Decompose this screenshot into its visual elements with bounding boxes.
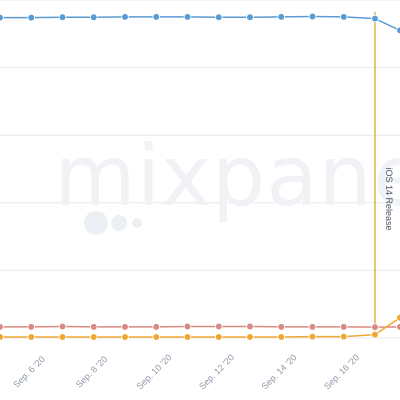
series-1-point-13 [396,323,400,331]
series-1-point-8 [246,322,254,331]
series-0 [0,12,400,35]
series-2-point-8 [246,333,254,341]
mixpanel-watermark: mixpanel [54,127,400,235]
series-0-point-11 [339,13,348,21]
series-0-point-4 [121,13,129,21]
watermark-dot-small [132,218,142,228]
series-2-point-0 [0,333,4,341]
series-0-point-10 [308,12,317,21]
series-0-point-9 [277,13,286,21]
series-2-point-11 [339,332,348,341]
series-0-point-13 [396,26,400,35]
series-1-point-0 [0,323,4,331]
series-0-point-7 [214,13,223,22]
series-2-point-10 [308,332,317,341]
series-2-point-5 [152,333,161,341]
series-2-point-1 [27,333,36,341]
series-0-point-8 [246,13,254,22]
series-1-point-4 [121,323,129,331]
series-1-point-7 [214,322,223,331]
grid-lines [0,0,400,339]
series-1-point-6 [183,322,192,331]
watermark-dot-medium [111,215,127,231]
series-line-1 [0,325,400,328]
series-2 [0,313,400,341]
series-1-point-2 [58,322,67,331]
series-0-point-6 [183,13,192,21]
series-2-point-3 [89,333,98,341]
series-2-point-6 [183,333,192,341]
series-1-point-10 [308,323,317,331]
x-tick-label-2: Sep. 10 '20 [135,352,174,391]
series-1-point-12 [371,323,379,331]
x-tick-label-5: Sep. 16 '20 [322,352,361,391]
series-line-2 [0,317,400,338]
series-0-point-3 [89,13,98,22]
x-tick-label-4: Sep. 14 '20 [260,352,299,391]
series-1-point-5 [152,323,161,331]
series-1-point-1 [27,323,36,331]
series-2-point-7 [214,333,223,341]
series-0-point-0 [0,13,4,22]
release-annotation-label: iOS 14 Release [384,167,394,230]
series-1-point-3 [89,323,98,331]
series-line-0 [0,15,400,32]
watermark-dot-large [84,211,108,235]
series-0-point-5 [152,13,161,21]
series-0-point-12 [371,14,379,23]
series-1-point-11 [339,323,348,331]
series-0-point-2 [58,13,67,22]
series-2-point-2 [58,333,67,341]
series-1-point-9 [277,323,286,331]
x-tick-label-0: Sep. 6 '20 [11,354,47,390]
annotation-layer: iOS 14 Release [374,12,394,326]
series-0-point-1 [27,13,36,22]
series-1 [0,322,400,331]
series-layer [0,12,400,341]
series-2-point-12 [371,330,379,339]
series-2-point-13 [396,313,400,322]
watermark-text: mixpanel [54,127,400,225]
x-axis-ticks: Sep. 6 '20 Sep. 8 '20 Sep. 10 '20 Sep. 12 '… [11,352,361,391]
series-2-point-9 [277,333,286,341]
x-tick-label-3: Sep. 12 '20 [197,352,236,391]
x-tick-label-1: Sep. 8 '20 [74,354,110,390]
series-2-point-4 [121,333,129,341]
